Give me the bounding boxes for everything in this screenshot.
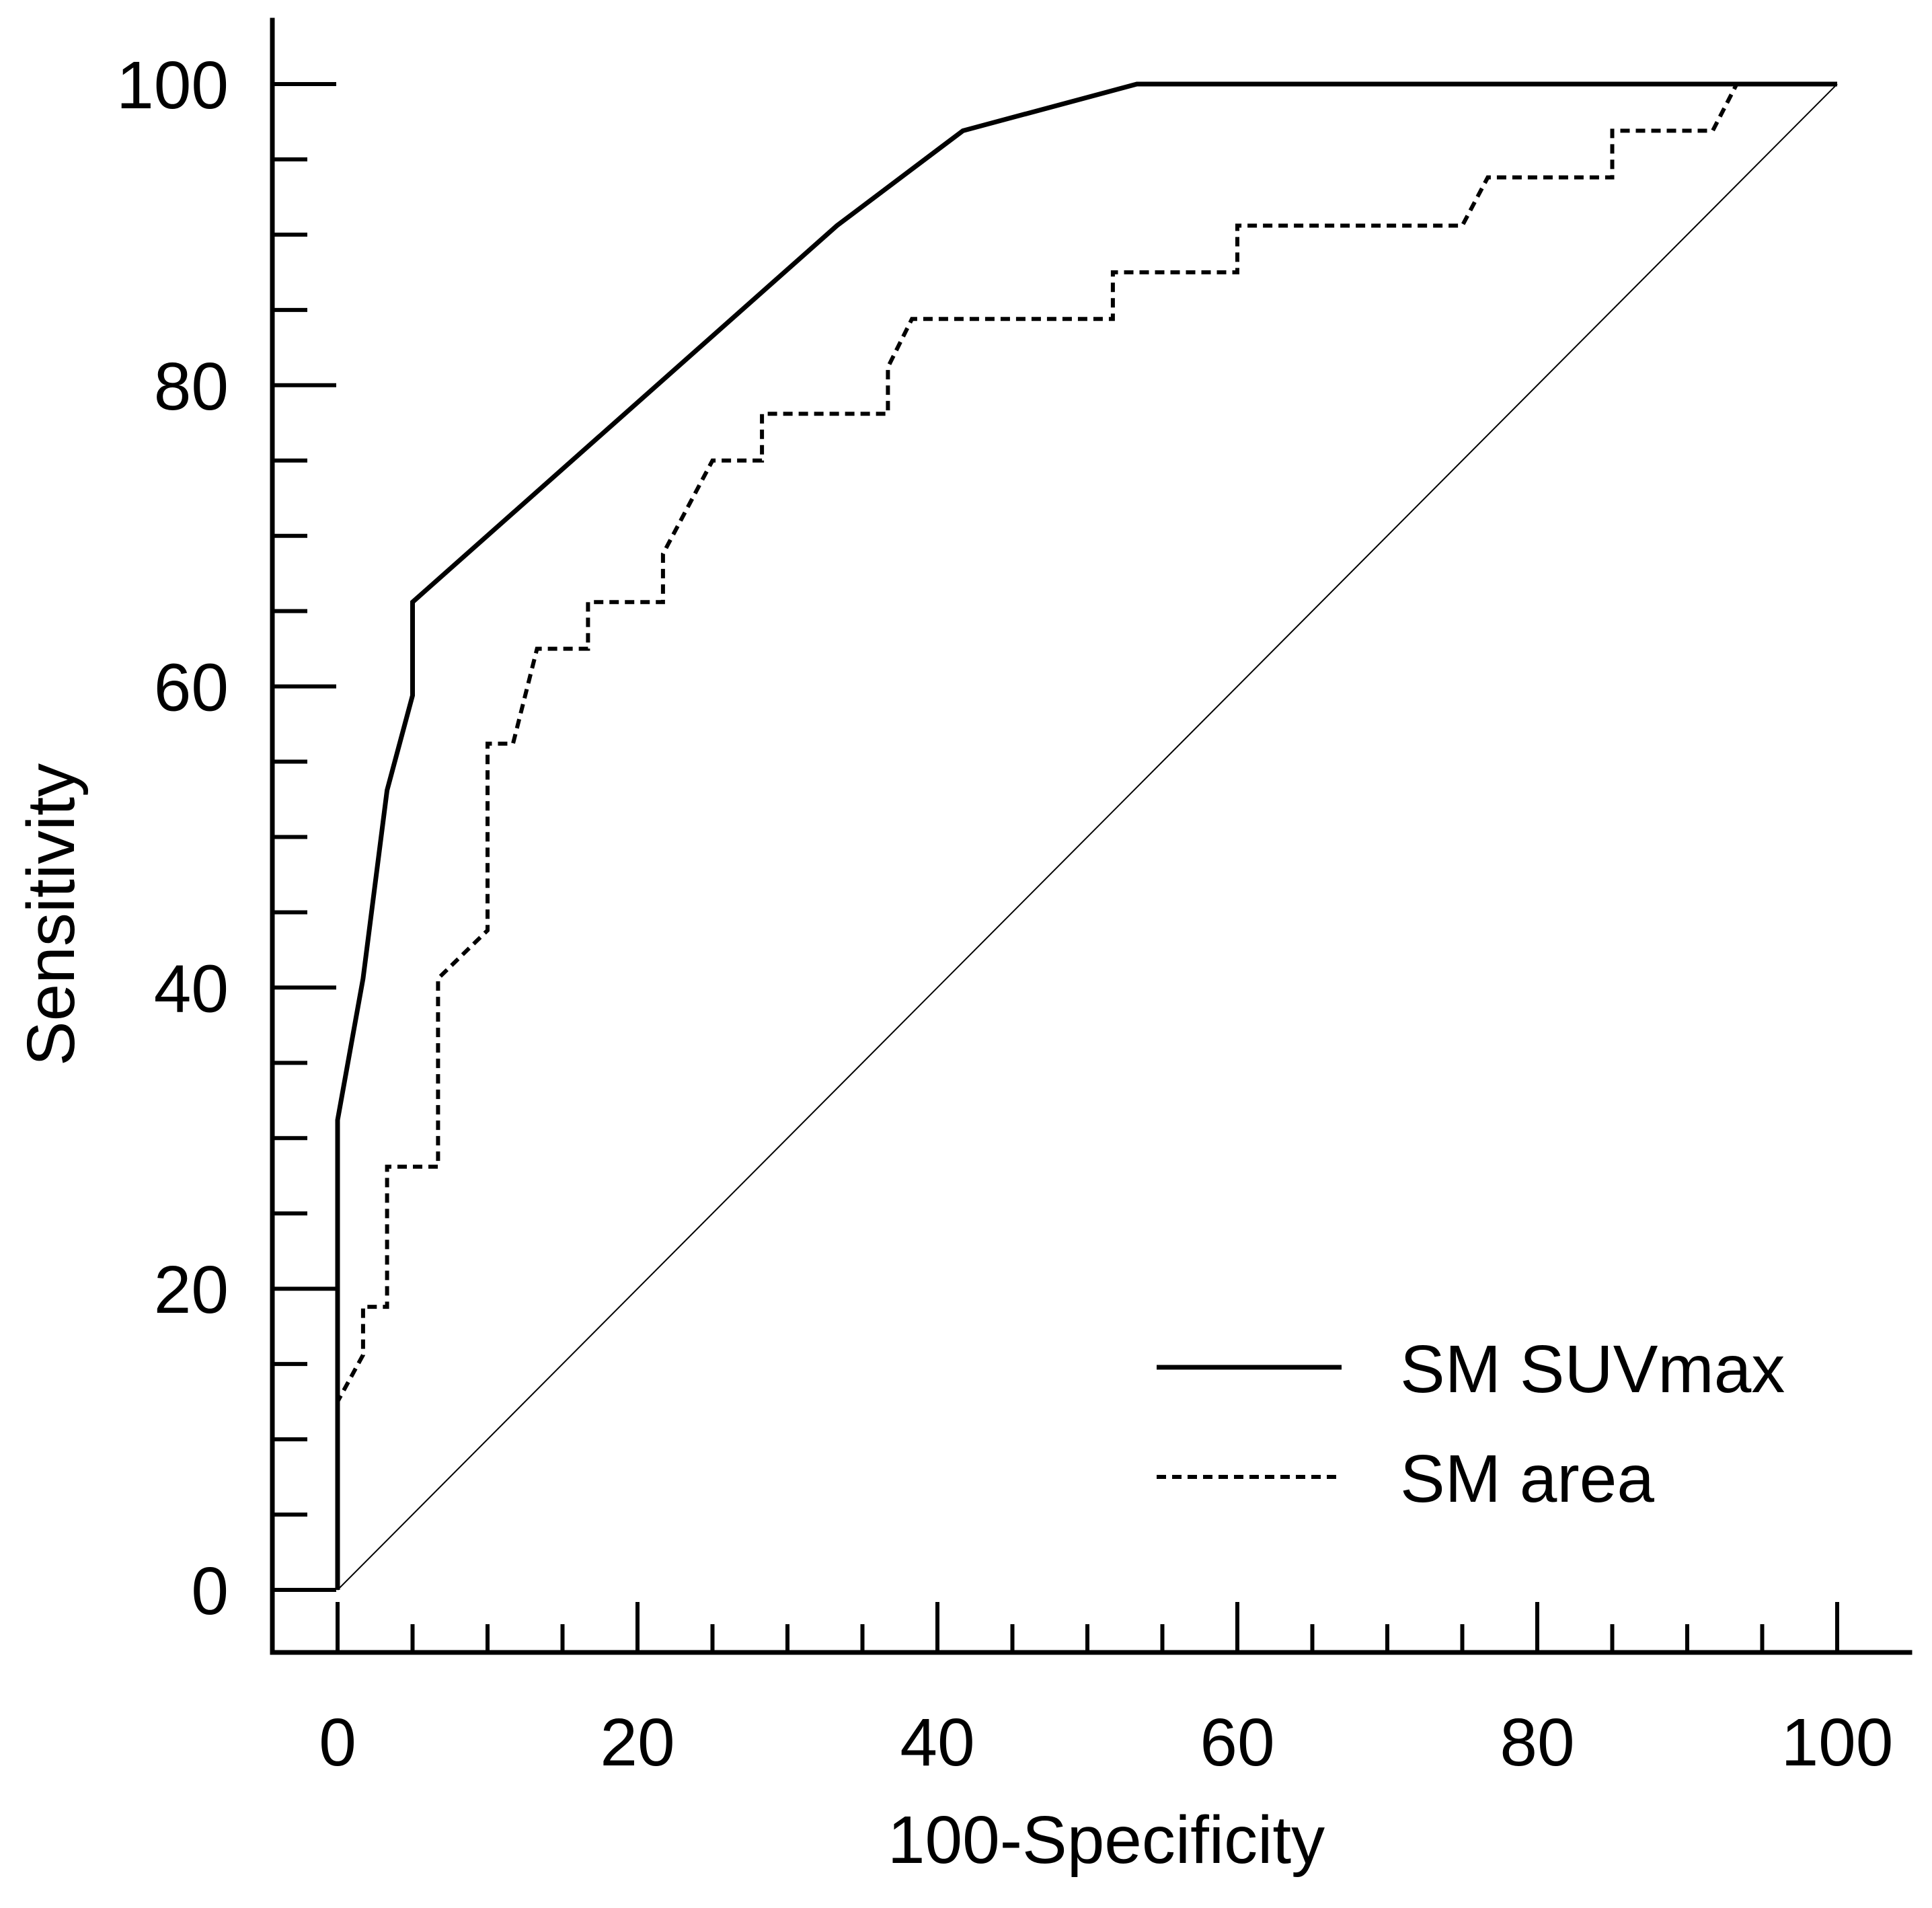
reference-diagonal-line bbox=[337, 83, 1838, 1591]
y-tick-label-100: 100 bbox=[116, 48, 229, 123]
series-line-sm-area bbox=[336, 82, 1837, 1590]
y-axis-title: Sensitivity bbox=[13, 763, 89, 1066]
x-tick-label-80: 80 bbox=[1500, 1705, 1574, 1780]
legend-label-sm-area: SM area bbox=[1400, 1441, 1654, 1517]
x-tick-label-40: 40 bbox=[900, 1705, 974, 1780]
x-tick-label-60: 60 bbox=[1200, 1705, 1274, 1780]
x-axis-title: 100-Specificity bbox=[888, 1802, 1325, 1878]
ticks: 0 20 40 60 80 100 0 20 40 60 80 100 bbox=[116, 48, 1893, 1780]
y-tick-label-40: 40 bbox=[154, 951, 229, 1026]
legend-label-sm-suvmax: SM SUVmax bbox=[1400, 1332, 1785, 1407]
x-tick-label-100: 100 bbox=[1781, 1705, 1894, 1780]
x-tick-label-0: 0 bbox=[319, 1705, 356, 1780]
y-tick-label-0: 0 bbox=[191, 1554, 229, 1629]
y-tick-label-60: 60 bbox=[154, 650, 229, 726]
axes bbox=[270, 17, 1912, 1655]
plot-lines bbox=[335, 81, 1838, 1591]
x-tick-label-20: 20 bbox=[600, 1705, 674, 1780]
series-line-sm-suvmax bbox=[335, 81, 1837, 1590]
y-tick-label-80: 80 bbox=[154, 349, 229, 424]
legend: SM SUVmax SM area bbox=[1157, 1332, 1785, 1517]
y-tick-label-20: 20 bbox=[154, 1252, 229, 1328]
